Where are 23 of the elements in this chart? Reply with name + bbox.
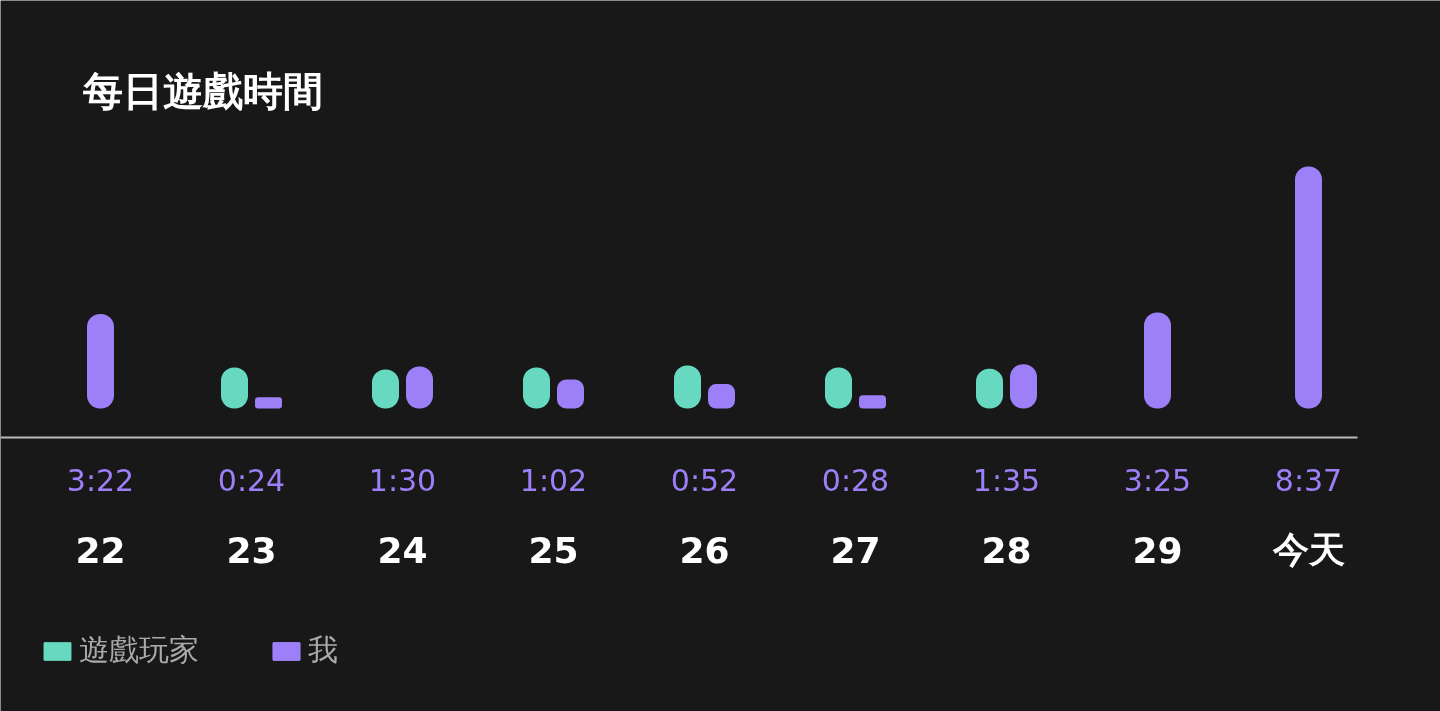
data-label: 0:24 bbox=[217, 463, 286, 498]
x-tick-label: 26 bbox=[679, 529, 730, 571]
x-tick-label: 今天 bbox=[1271, 529, 1345, 570]
data-label: 8:37 bbox=[1274, 463, 1343, 498]
chart-title: 每日遊戲時間 bbox=[81, 67, 323, 114]
x-tick-label: 27 bbox=[830, 529, 881, 571]
x-tick-label: 28 bbox=[981, 529, 1032, 571]
legend-label: 遊戲玩家 bbox=[79, 631, 199, 669]
x-tick-label: 29 bbox=[1132, 529, 1183, 571]
data-label: 0:28 bbox=[821, 463, 890, 498]
x-tick-label: 22 bbox=[75, 529, 126, 571]
legend-label: 我 bbox=[308, 631, 338, 669]
data-label: 1:02 bbox=[519, 463, 588, 498]
x-tick-label: 24 bbox=[377, 529, 428, 571]
data-label: 1:35 bbox=[972, 463, 1041, 498]
bar bbox=[255, 397, 282, 409]
data-label: 1:30 bbox=[368, 463, 437, 498]
x-tick-label: 23 bbox=[226, 529, 277, 571]
data-label: 0:52 bbox=[670, 463, 739, 498]
data-label: 3:25 bbox=[1123, 463, 1192, 498]
bar bbox=[859, 395, 886, 409]
x-tick-label: 25 bbox=[528, 529, 579, 571]
data-label: 3:22 bbox=[66, 463, 135, 498]
